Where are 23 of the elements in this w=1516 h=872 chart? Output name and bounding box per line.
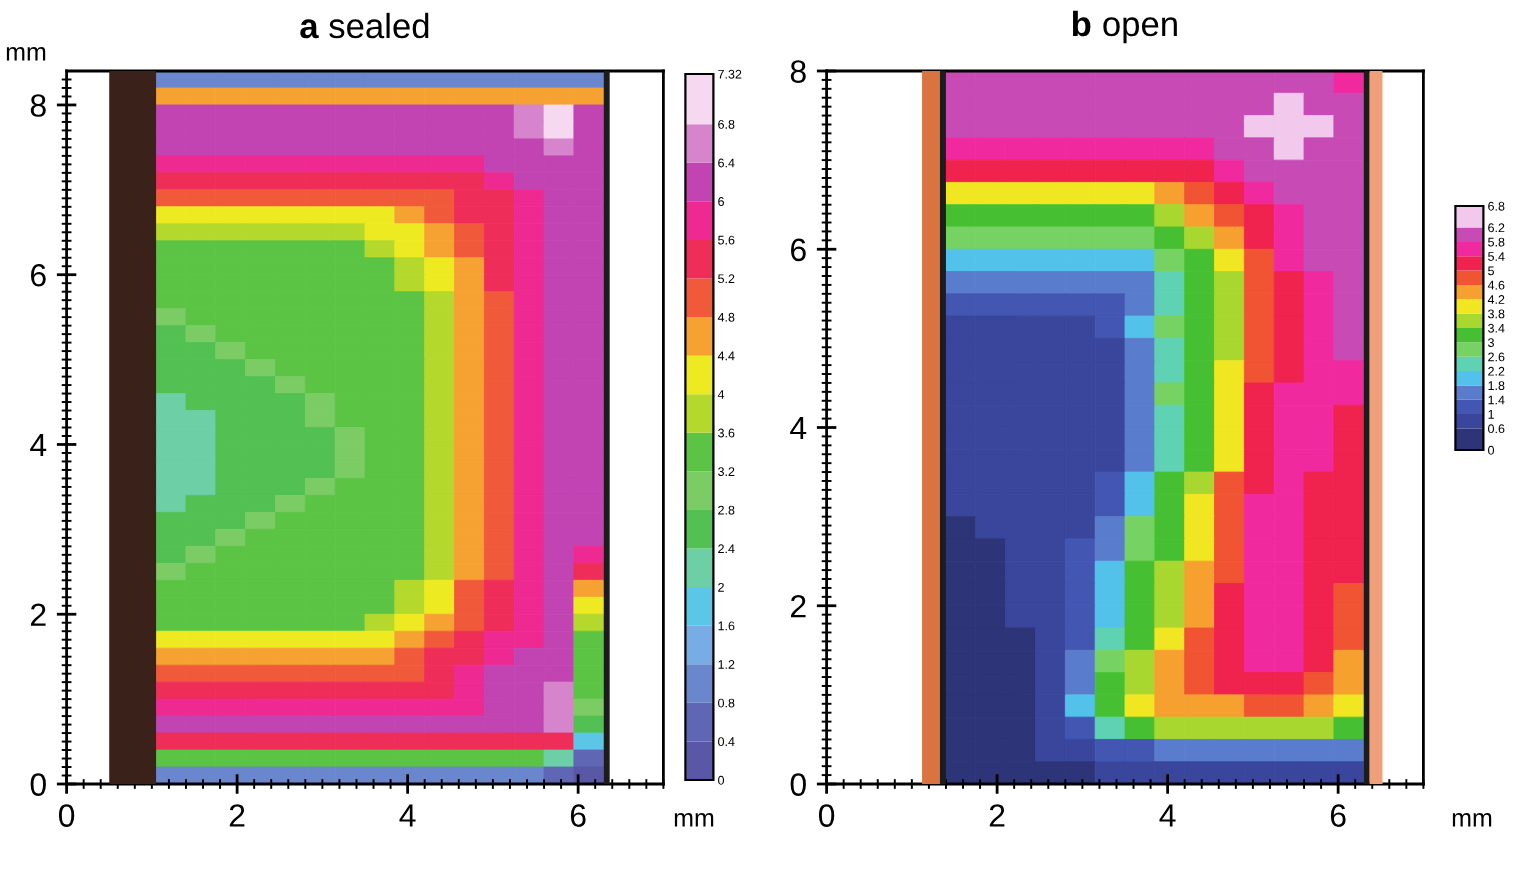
x-tick-label: 4 <box>399 804 416 827</box>
y-axis-title: mm <box>6 47 46 61</box>
x-tick-label: 6 <box>570 804 586 827</box>
x-tick-label: 2 <box>989 804 1005 827</box>
x-tick-label: 4 <box>1159 804 1176 827</box>
y-tick-label: 2 <box>31 603 46 626</box>
x-tick-label: 0 <box>58 804 75 827</box>
y-tick-label: 4 <box>790 417 807 440</box>
x-tick-label: 2 <box>229 804 245 827</box>
y-tick-label: 8 <box>30 94 46 117</box>
x-axis-title: mm <box>674 813 714 827</box>
chart-title: b open <box>1072 10 1177 44</box>
x-axis-title: mm <box>1452 813 1492 827</box>
chart-title: a sealed <box>300 12 429 39</box>
y-tick-label: 0 <box>790 773 806 796</box>
y-tick-label: 4 <box>30 434 47 457</box>
x-tick-label: 6 <box>1330 804 1346 827</box>
y-tick-label: 6 <box>791 238 806 262</box>
y-tick-label: 0 <box>30 773 46 796</box>
y-tick-label: 8 <box>790 60 806 83</box>
y-tick-label: 2 <box>791 595 806 618</box>
x-tick-label: 0 <box>818 804 835 827</box>
y-tick-label: 6 <box>31 263 46 287</box>
